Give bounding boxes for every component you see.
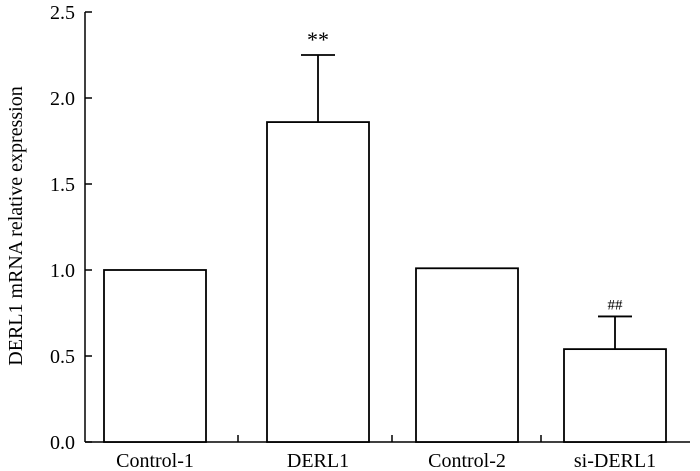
bar <box>415 267 519 443</box>
x-tick-label: Control-2 <box>428 450 506 471</box>
x-tick-label: si-DERL1 <box>574 450 656 471</box>
x-tick-label: Control-1 <box>116 450 194 471</box>
significance-label: ## <box>608 297 624 313</box>
y-axis-label: DERL1 mRNA relative expression <box>5 86 27 365</box>
labels: Control-1 ** DERL1 Control-2 ## si-DERL1 <box>116 27 656 471</box>
y-tick-label: 1.5 <box>50 174 75 196</box>
y-tick-label: 2.5 <box>50 2 75 24</box>
y-tick-label: 0.5 <box>50 346 75 368</box>
bar <box>103 269 207 443</box>
bar <box>266 121 370 443</box>
y-tick-label: 1.0 <box>50 260 75 282</box>
significance-label: ** <box>307 27 329 52</box>
x-tick-label: DERL1 <box>287 450 349 471</box>
y-tick-label: 0.0 <box>50 432 75 454</box>
y-tick-label: 2.0 <box>50 88 75 110</box>
bar <box>563 348 667 443</box>
bars <box>103 54 667 443</box>
